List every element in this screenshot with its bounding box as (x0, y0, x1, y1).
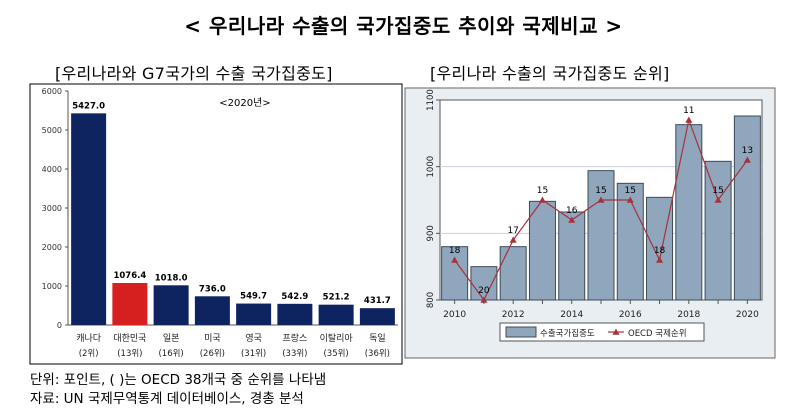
right-rank-label: 16 (566, 206, 578, 216)
right-bar (704, 160, 732, 301)
left-value-label: 542.9 (281, 292, 308, 302)
right-rank-label: 18 (449, 246, 461, 256)
left-year-annotation: <2020년> (219, 97, 270, 109)
left-rank-label: (16위) (158, 349, 183, 359)
page-title: < 우리나라 수출의 국가집중도 추이와 국제비교 > (184, 14, 623, 38)
right-bar (675, 124, 703, 301)
right-rank-label: 13 (742, 146, 753, 156)
right-bar (528, 200, 556, 301)
left-rank-label: (26위) (200, 349, 225, 359)
right-rank-label: 20 (478, 286, 490, 296)
source-note: 자료: UN 국제무역통계 데이터베이스, 경총 분석 (30, 391, 304, 407)
right-chart-title: [우리나라 수출의 국가집중도 순위] (430, 64, 670, 83)
left-bar (318, 304, 354, 325)
left-category-label: 프랑스 (282, 332, 307, 344)
right-x-tick-label: 2016 (619, 310, 642, 320)
right-bar (441, 246, 469, 301)
left-value-label: 431.7 (364, 296, 391, 306)
right-y-tick-label: 900 (426, 225, 436, 241)
right-bar (733, 115, 761, 301)
left-category-label: 캐나다 (76, 333, 102, 344)
right-rank-marker (626, 196, 634, 203)
right-rank-marker (538, 196, 546, 203)
left-value-label: 736.0 (199, 284, 226, 294)
left-rank-label: (35위) (323, 349, 348, 359)
right-x-tick-label: 2010 (443, 310, 466, 320)
unit-note: 단위: 포인트, ( )는 OECD 38개국 중 순위를 나타냄 (30, 372, 327, 388)
left-y-tick-label: 2000 (42, 243, 62, 252)
left-rank-label: (36위) (365, 349, 390, 359)
right-bar (587, 170, 615, 301)
right-bar (499, 246, 527, 301)
right-rank-marker (597, 196, 605, 203)
right-legend-marker (612, 328, 620, 335)
right-x-tick-label: 2020 (736, 310, 759, 320)
left-bar (153, 285, 189, 325)
left-y-tick-label: 6000 (42, 87, 62, 96)
left-y-tick-label: 1000 (42, 282, 62, 291)
right-rank-marker (743, 156, 751, 163)
right-bar (558, 211, 586, 301)
right-rank-label: 15 (712, 186, 723, 196)
right-rank-marker (480, 296, 488, 303)
left-bar (236, 303, 272, 325)
left-category-label: 미국 (204, 333, 221, 344)
right-rank-marker (714, 196, 722, 203)
left-y-tick-label: 4000 (42, 165, 62, 174)
left-rank-label: (33위) (282, 349, 307, 359)
right-rank-label: 17 (507, 226, 518, 236)
left-bar-chart: 0 1000 2000 3000 4000 5000 6000 <2020년> 5427.0 캐나… (29, 83, 403, 365)
left-category-label: 대한민국 (113, 333, 146, 344)
left-category-label: 영국 (245, 333, 262, 344)
right-y-tick-label: 1100 (426, 89, 436, 111)
left-bar (112, 283, 148, 325)
left-category-label: 이탈리아 (320, 333, 354, 344)
right-legend-line-label: OECD 국제순위 (628, 329, 687, 339)
right-x-tick-label: 2018 (677, 310, 700, 320)
right-rank-label: 15 (537, 186, 548, 196)
right-rank-marker (509, 236, 517, 243)
right-rank-label: 18 (654, 246, 666, 256)
left-value-label: 521.2 (323, 293, 350, 303)
right-rank-label: 15 (625, 186, 636, 196)
right-y-tick-label: 800 (426, 292, 436, 308)
right-combo-chart: 800 900 1000 1100 18 20 17 15 16 15 15 18 11 15 13 2010… (404, 87, 776, 359)
left-value-label: 549.7 (240, 292, 267, 302)
left-bar (359, 308, 395, 325)
right-legend-bar-label: 수출국가집중도 (540, 328, 595, 339)
right-x-tick-label: 2014 (560, 310, 583, 320)
left-bar (71, 113, 107, 325)
right-x-tick-label: 2012 (502, 310, 525, 320)
left-value-label: 1076.4 (113, 271, 146, 281)
right-rank-marker (656, 256, 664, 263)
right-rank-marker (568, 216, 576, 223)
left-category-label: 일본 (163, 333, 180, 344)
left-rank-label: (31위) (241, 349, 266, 359)
left-y-tick-label: 3000 (42, 204, 62, 213)
left-chart-title: [우리나라와 G7국가의 수출 국가집중도] (55, 64, 333, 83)
left-y-tick-label: 0 (57, 321, 62, 330)
left-y-tick-label: 5000 (42, 126, 62, 135)
right-rank-label: 11 (683, 106, 694, 116)
left-bar (277, 303, 313, 325)
right-legend-bar-swatch (505, 326, 537, 338)
left-value-label: 5427.0 (72, 101, 105, 111)
right-rank-marker (685, 116, 693, 123)
right-rank-label: 15 (595, 186, 606, 196)
left-rank-label: (13위) (117, 349, 142, 359)
left-bar (194, 296, 230, 325)
right-rank-marker (451, 256, 459, 263)
left-rank-label: (2위) (79, 349, 99, 359)
right-legend-box (499, 322, 705, 342)
right-y-tick-label: 1000 (426, 156, 436, 178)
left-value-label: 1018.0 (155, 273, 188, 283)
right-bar (646, 196, 674, 301)
left-category-label: 독일 (369, 333, 386, 344)
